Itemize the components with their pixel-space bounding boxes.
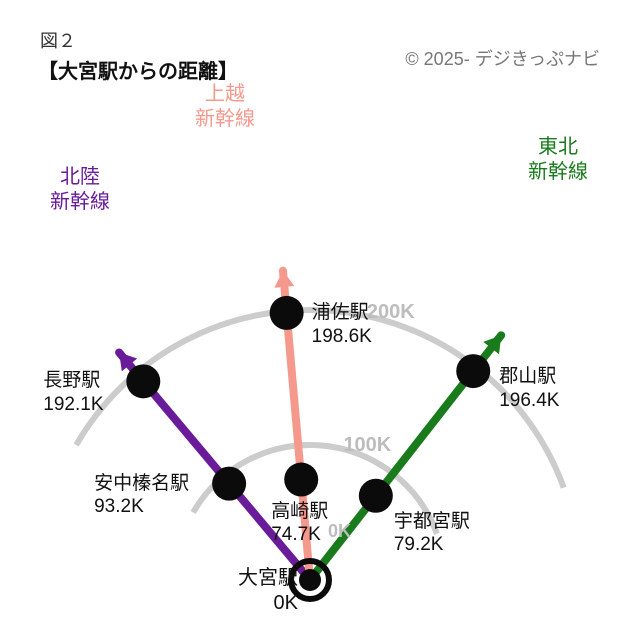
station-label: 長野駅192.1K <box>43 369 103 417</box>
ring-label: 200K <box>367 300 415 325</box>
diagram-stage: 図２ 【大宮駅からの距離】 © 2025- デジきっぷナビ 100K200K0K… <box>0 0 640 640</box>
origin-inner-dot <box>299 569 321 591</box>
station-label: 郡山駅196.4K <box>499 365 559 413</box>
line-name-joetsu: 上越新幹線 <box>195 82 255 132</box>
station-label: 浦佐駅198.6K <box>312 301 372 349</box>
arrowhead-joetsu <box>274 271 294 288</box>
station-dot <box>456 354 490 388</box>
ring-label: 100K <box>343 433 391 458</box>
station-dot <box>126 364 160 398</box>
station-dot <box>284 463 318 497</box>
line-name-tohoku: 東北新幹線 <box>528 135 588 185</box>
ring-label-zero: 0K <box>328 520 351 543</box>
line-name-hokuriku: 北陸新幹線 <box>50 165 110 215</box>
copyright-text: © 2025- デジきっぷナビ <box>405 48 600 71</box>
station-dot <box>212 467 246 501</box>
origin-station-label: 大宮駅0K <box>218 566 298 616</box>
station-dot <box>270 296 304 330</box>
station-label: 宇都宮駅79.2K <box>394 510 470 558</box>
station-label: 高崎駅74.7K <box>271 500 328 548</box>
station-label: 安中榛名駅93.2K <box>94 472 189 520</box>
figure-number: 図２ <box>40 30 76 53</box>
station-dot <box>359 479 393 513</box>
